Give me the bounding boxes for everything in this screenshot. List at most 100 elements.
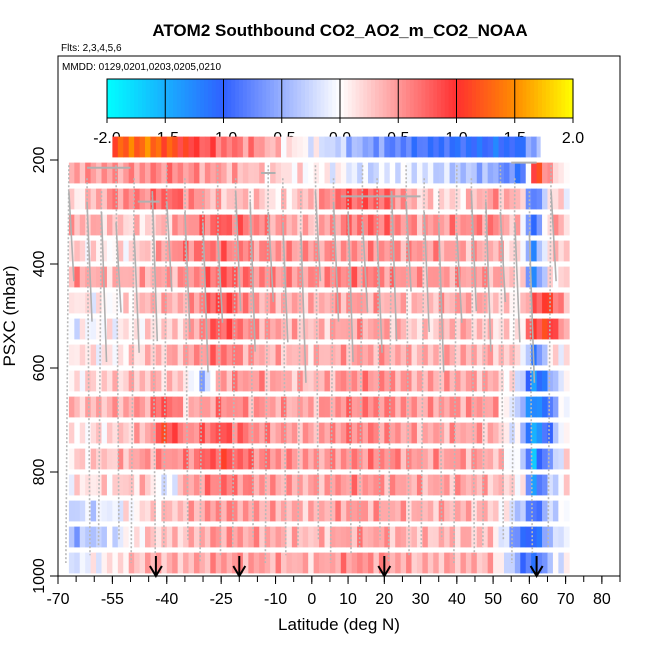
heat-cell [134, 370, 140, 392]
colorbar-segment [157, 79, 162, 118]
y-axis-label: PSXC (mbar) [0, 265, 19, 366]
heat-cell [351, 474, 358, 496]
heat-cell [280, 188, 287, 210]
heat-cell [346, 162, 353, 184]
heat-cell [193, 240, 200, 262]
heat-cell [237, 500, 244, 522]
heat-cell [199, 422, 206, 444]
heat-cell [139, 318, 146, 340]
heat-cell [226, 266, 233, 288]
heat-cell [232, 448, 238, 470]
heat-cell [433, 474, 440, 496]
heat-cell [531, 474, 538, 496]
heat-cell [433, 396, 440, 418]
flight-segment [100, 211, 108, 363]
heat-cell [308, 162, 315, 184]
heat-cell [232, 318, 238, 340]
heat-cell [416, 396, 423, 418]
heat-cell [525, 474, 532, 496]
heat-cell [280, 370, 287, 392]
heat-cell [112, 318, 119, 340]
heat-cell [411, 266, 418, 288]
heat-cell [319, 448, 325, 470]
heat-cell [166, 214, 173, 236]
heat-cell [297, 474, 304, 496]
heat-cell [253, 448, 260, 470]
heat-cell [525, 292, 532, 314]
heat-cell [248, 500, 255, 522]
heat-cell [346, 344, 353, 366]
heat-cell [503, 188, 510, 210]
heat-cell [368, 422, 374, 444]
heat-cell [384, 370, 391, 392]
heat-cell [308, 370, 315, 392]
heat-cell [74, 188, 81, 210]
heat-cell [242, 396, 249, 418]
heat-cell [395, 396, 402, 418]
colorbar-segment [114, 79, 120, 118]
heat-cell [215, 136, 222, 158]
heat-cell [471, 344, 478, 366]
heat-cell [145, 448, 151, 470]
heat-cell [362, 500, 369, 522]
heat-cell [416, 292, 423, 314]
heat-cell [416, 240, 423, 262]
heat-cell [340, 292, 347, 314]
heat-cell [226, 500, 233, 522]
heat-cell [509, 318, 516, 340]
heat-cell [96, 188, 102, 210]
heat-cell [128, 474, 135, 496]
heat-cell [329, 500, 336, 522]
heat-cell [471, 292, 478, 314]
heat-cell [400, 370, 407, 392]
heat-cell [188, 136, 195, 158]
heat-cell [193, 188, 200, 210]
heat-cell [90, 214, 97, 236]
heat-cell [531, 318, 538, 340]
heat-cell [264, 266, 271, 288]
heat-cell [552, 448, 559, 470]
heat-cell [416, 552, 423, 574]
heat-cell [520, 526, 527, 548]
heat-cell [368, 448, 374, 470]
heat-cell [210, 318, 217, 340]
heat-cell [525, 266, 532, 288]
heat-cell [449, 214, 456, 236]
heat-cell [465, 188, 472, 210]
heat-cell [482, 162, 489, 184]
heat-cell [177, 448, 184, 470]
heat-cell [368, 474, 374, 496]
heat-cell [74, 500, 81, 522]
heat-cell [449, 266, 456, 288]
heat-cell [275, 162, 282, 184]
colorbar-segment [475, 79, 481, 118]
heat-cell [177, 552, 184, 574]
colorbar-segment [386, 79, 392, 118]
heat-cell [368, 240, 374, 262]
heat-cell [242, 318, 249, 340]
heat-cell [221, 136, 227, 158]
heat-cell [368, 188, 374, 210]
heat-cell [199, 292, 206, 314]
heat-cell [411, 240, 418, 262]
heat-cell [291, 136, 298, 158]
colorbar-segment [126, 79, 131, 118]
heat-cell [373, 318, 380, 340]
heat-cell [455, 344, 461, 366]
heat-cell [465, 474, 472, 496]
colorbar-segment [200, 79, 205, 118]
heat-cell [384, 162, 391, 184]
heat-cell [552, 552, 559, 574]
heat-cell [188, 448, 195, 470]
heat-cell [96, 266, 102, 288]
heat-cell [427, 292, 434, 314]
heat-cell [199, 500, 206, 522]
heat-cell [362, 396, 369, 418]
heat-cell [90, 370, 97, 392]
heat-cell [139, 448, 146, 470]
heat-cell [139, 396, 146, 418]
heat-cell [520, 214, 527, 236]
heat-cell [79, 526, 86, 548]
heat-cell [471, 552, 478, 574]
colorbar-segment [499, 79, 504, 118]
